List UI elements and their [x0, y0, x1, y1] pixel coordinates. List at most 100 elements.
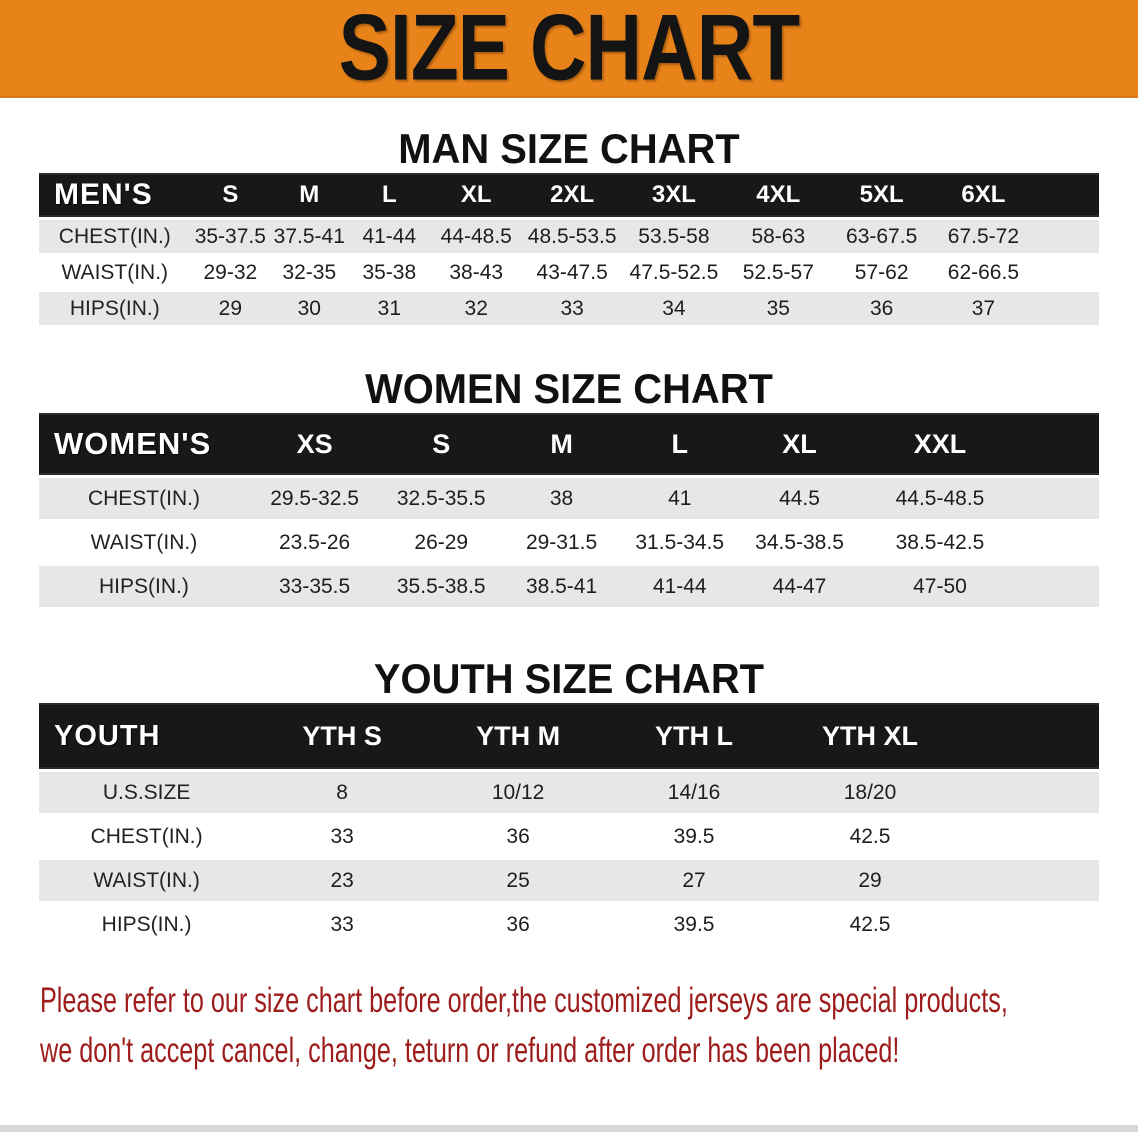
cell: 36 — [430, 904, 607, 945]
cell: 29 — [190, 292, 271, 325]
cell: 53.5-58 — [621, 220, 726, 253]
men-table-header: MEN'S S M L XL 2XL 3XL 4XL 5XL 6XL — [39, 173, 1099, 217]
youth-hips-row: HIPS(IN.) 33 36 39.5 42.5 — [39, 904, 1099, 945]
cell: 39.5 — [606, 816, 783, 857]
men-waist-row: WAIST(IN.) 29-32 32-35 35-38 38-43 43-47… — [39, 256, 1099, 289]
cell: 44-48.5 — [430, 220, 523, 253]
banner-title: SIZE CHART — [338, 0, 801, 101]
row-label: HIPS(IN.) — [39, 904, 255, 945]
filler-cell — [1019, 478, 1099, 519]
cell: 44.5 — [738, 478, 861, 519]
filler-cell — [957, 816, 1099, 857]
filler-cell — [1034, 256, 1099, 289]
women-chest-row: CHEST(IN.) 29.5-32.5 32.5-35.5 38 41 44.… — [39, 478, 1099, 519]
men-size-col: XL — [430, 173, 523, 217]
women-hips-row: HIPS(IN.) 33-35.5 35.5-38.5 38.5-41 41-4… — [39, 566, 1099, 607]
cell: 38.5-42.5 — [860, 522, 1020, 563]
cell: 8 — [254, 772, 431, 813]
row-label: WAIST(IN.) — [39, 522, 249, 563]
row-label: HIPS(IN.) — [39, 566, 249, 607]
row-label: WAIST(IN.) — [39, 256, 191, 289]
cell: 62-66.5 — [932, 256, 1035, 289]
youth-size-col: YTH S — [254, 703, 431, 769]
cell: 44-47 — [738, 566, 861, 607]
youth-header-label: YOUTH — [39, 703, 255, 769]
cell: 34.5-38.5 — [738, 522, 861, 563]
youth-table-header: YOUTH YTH S YTH M YTH L YTH XL — [39, 703, 1099, 769]
men-size-col: 2XL — [522, 173, 622, 217]
cell: 23 — [254, 860, 431, 901]
filler-cell — [1019, 522, 1099, 563]
women-header-label: WOMEN'S — [39, 413, 249, 475]
row-label: HIPS(IN.) — [39, 292, 191, 325]
row-label: CHEST(IN.) — [39, 220, 191, 253]
row-label: WAIST(IN.) — [39, 860, 255, 901]
cell: 63-67.5 — [830, 220, 933, 253]
cell: 37 — [932, 292, 1035, 325]
cell: 29 — [782, 860, 958, 901]
cell: 32 — [430, 292, 523, 325]
cell: 35.5-38.5 — [380, 566, 503, 607]
cell: 14/16 — [606, 772, 783, 813]
cell: 52.5-57 — [725, 256, 831, 289]
cell: 31.5-34.5 — [620, 522, 739, 563]
youth-size-col: YTH M — [430, 703, 607, 769]
cell: 35-38 — [348, 256, 431, 289]
cell: 33 — [254, 816, 431, 857]
filler-cell — [1019, 566, 1099, 607]
women-size-col: L — [620, 413, 739, 475]
filler-cell — [957, 904, 1099, 945]
cell: 39.5 — [606, 904, 783, 945]
filler-cell — [1034, 220, 1099, 253]
women-size-col: M — [502, 413, 621, 475]
cell: 33 — [522, 292, 622, 325]
youth-waist-row: WAIST(IN.) 23 25 27 29 — [39, 860, 1099, 901]
row-label: U.S.SIZE — [39, 772, 255, 813]
cell: 38-43 — [430, 256, 523, 289]
cell: 10/12 — [430, 772, 607, 813]
cell: 35 — [725, 292, 831, 325]
women-size-col: S — [380, 413, 503, 475]
cell: 41-44 — [348, 220, 431, 253]
men-size-table: MEN'S S M L XL 2XL 3XL 4XL 5XL 6XL CHEST… — [39, 170, 1099, 328]
youth-chest-row: CHEST(IN.) 33 36 39.5 42.5 — [39, 816, 1099, 857]
cell: 29-32 — [190, 256, 271, 289]
disclaimer-line-2: we don't accept cancel, change, teturn o… — [40, 1031, 900, 1070]
women-size-table: WOMEN'S XS S M L XL XXL CHEST(IN.) 29.5-… — [39, 410, 1099, 610]
order-disclaimer: Please refer to our size chart before or… — [40, 976, 1138, 1076]
cell: 36 — [430, 816, 607, 857]
bottom-edge-strip — [0, 1125, 1138, 1132]
cell: 18/20 — [782, 772, 958, 813]
cell: 37.5-41 — [270, 220, 349, 253]
cell: 41 — [620, 478, 739, 519]
cell: 27 — [606, 860, 783, 901]
row-label: CHEST(IN.) — [39, 816, 255, 857]
women-waist-row: WAIST(IN.) 23.5-26 26-29 29-31.5 31.5-34… — [39, 522, 1099, 563]
cell: 43-47.5 — [522, 256, 622, 289]
men-size-col: S — [190, 173, 271, 217]
cell: 33-35.5 — [248, 566, 381, 607]
cell: 58-63 — [725, 220, 831, 253]
cell: 35-37.5 — [190, 220, 271, 253]
cell: 36 — [830, 292, 933, 325]
cell: 42.5 — [782, 816, 958, 857]
cell: 33 — [254, 904, 431, 945]
cell: 44.5-48.5 — [860, 478, 1020, 519]
women-size-col: XXL — [860, 413, 1020, 475]
filler-cell — [957, 860, 1099, 901]
women-size-chart-title: WOMEN SIZE CHART — [365, 365, 773, 412]
cell: 67.5-72 — [932, 220, 1035, 253]
cell: 29-31.5 — [502, 522, 621, 563]
cell: 41-44 — [620, 566, 739, 607]
filler-cell — [1034, 173, 1099, 217]
cell: 48.5-53.5 — [522, 220, 622, 253]
filler-cell — [1019, 413, 1099, 475]
youth-size-col: YTH L — [606, 703, 783, 769]
cell: 29.5-32.5 — [248, 478, 381, 519]
size-chart-banner: SIZE CHART — [0, 0, 1138, 98]
cell: 47-50 — [860, 566, 1020, 607]
cell: 32.5-35.5 — [380, 478, 503, 519]
women-size-col: XL — [738, 413, 861, 475]
men-size-col: 4XL — [725, 173, 831, 217]
filler-cell — [957, 772, 1099, 813]
